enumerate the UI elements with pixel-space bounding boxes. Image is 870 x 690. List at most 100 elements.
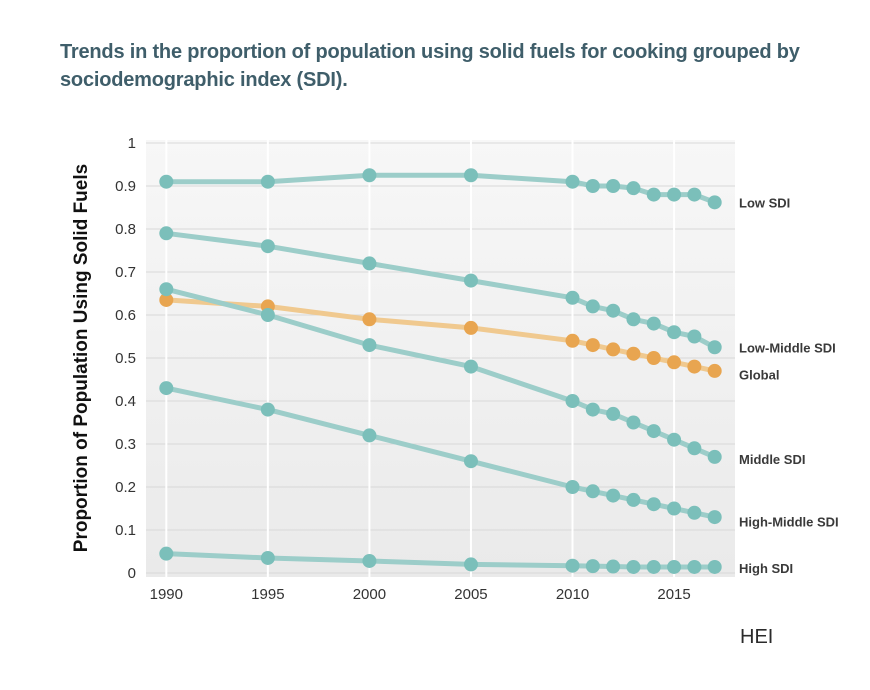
data-point-global xyxy=(565,333,580,348)
x-tick-label: 2000 xyxy=(353,586,386,603)
data-point-middle-sdi xyxy=(463,359,478,374)
data-point-low-sdi xyxy=(626,181,641,196)
data-point-low-sdi xyxy=(463,168,478,183)
data-point-global xyxy=(463,320,478,335)
data-point-global xyxy=(646,351,661,365)
chart-title: Trends in the proportion of population u… xyxy=(60,41,800,91)
data-point-high-middle-sdi xyxy=(463,454,478,469)
axes: 0 0.1 0.2 0.3 0.4 0.5 0.6 0.7 0.8 0.9 1 1990 1995 200… xyxy=(115,135,691,603)
data-point-global xyxy=(707,363,722,378)
data-point-low-middle-sdi xyxy=(159,226,174,241)
data-point-high-sdi xyxy=(646,559,661,574)
series-label-low-sdi: Low SDI xyxy=(739,195,790,210)
y-tick-label: 0.8 xyxy=(115,221,136,238)
x-tick-label: 1990 xyxy=(150,586,183,603)
data-point-high-middle-sdi xyxy=(565,480,580,494)
data-point-low-sdi xyxy=(362,168,377,183)
data-point-global xyxy=(667,355,682,370)
data-point-low-middle-sdi xyxy=(667,325,682,340)
data-point-global xyxy=(626,346,641,361)
data-point-high-middle-sdi xyxy=(646,497,661,512)
data-point-middle-sdi xyxy=(646,424,661,439)
y-tick-label: 0.1 xyxy=(115,522,136,539)
series-labels: Low SDI Low-Middle SDI Global Middle SDI Hig… xyxy=(739,195,839,576)
data-point-high-middle-sdi xyxy=(687,505,702,520)
data-point-low-middle-sdi xyxy=(260,239,275,254)
data-point-low-middle-sdi xyxy=(687,329,702,344)
data-point-middle-sdi xyxy=(585,402,600,417)
x-tick-label: 1995 xyxy=(251,586,284,603)
data-point-low-middle-sdi xyxy=(362,256,377,271)
data-point-global xyxy=(585,338,600,353)
data-point-middle-sdi xyxy=(626,415,641,430)
data-point-global xyxy=(362,312,377,327)
data-point-middle-sdi xyxy=(260,308,275,322)
data-point-global xyxy=(606,342,621,357)
data-point-global xyxy=(159,292,174,307)
data-point-high-sdi xyxy=(260,550,275,565)
series-label-middle-sdi: Middle SDI xyxy=(739,452,805,467)
y-tick-label: 0.4 xyxy=(115,393,136,410)
y-tick-label: 0.2 xyxy=(115,479,136,496)
y-axis-label: Proportion of Population Using Solid Fue… xyxy=(71,164,92,552)
data-point-low-sdi xyxy=(646,187,661,202)
data-point-high-sdi xyxy=(626,559,641,574)
data-point-high-sdi xyxy=(362,553,377,568)
data-point-high-middle-sdi xyxy=(667,501,682,516)
source-credit: HEI xyxy=(740,626,774,648)
data-point-low-middle-sdi xyxy=(585,299,600,314)
data-point-middle-sdi xyxy=(606,406,621,421)
data-point-low-sdi xyxy=(707,195,722,210)
data-point-low-sdi xyxy=(585,179,600,193)
series-points xyxy=(159,168,722,574)
data-point-middle-sdi xyxy=(707,449,722,464)
data-point-low-middle-sdi xyxy=(463,273,478,288)
series-label-global: Global xyxy=(739,367,779,382)
data-point-high-middle-sdi xyxy=(260,402,275,417)
data-point-low-sdi xyxy=(260,174,275,189)
series-label-high-middle-sdi: High-Middle SDI xyxy=(739,514,839,529)
data-point-high-sdi xyxy=(463,557,478,572)
data-point-high-sdi xyxy=(565,558,580,573)
data-point-high-sdi xyxy=(687,559,702,574)
data-point-high-middle-sdi xyxy=(626,492,641,507)
data-point-low-middle-sdi xyxy=(707,340,722,355)
data-point-high-middle-sdi xyxy=(606,488,621,503)
data-point-low-sdi xyxy=(687,187,702,202)
data-point-high-middle-sdi xyxy=(159,381,174,396)
data-point-low-sdi xyxy=(606,179,621,193)
data-point-low-sdi xyxy=(667,187,682,202)
data-point-low-sdi xyxy=(565,174,580,189)
x-tick-label: 2015 xyxy=(657,586,690,603)
data-point-middle-sdi xyxy=(159,282,174,297)
data-point-high-middle-sdi xyxy=(585,484,600,499)
data-point-high-sdi xyxy=(606,559,621,574)
y-tick-label: 0.9 xyxy=(115,178,136,195)
series-label-low-middle-sdi: Low-Middle SDI xyxy=(739,340,836,355)
data-point-middle-sdi xyxy=(565,394,580,408)
y-tick-label: 0 xyxy=(128,565,136,582)
data-point-middle-sdi xyxy=(687,441,702,456)
data-point-low-middle-sdi xyxy=(626,312,641,327)
data-point-middle-sdi xyxy=(667,432,682,447)
data-point-low-middle-sdi xyxy=(646,316,661,331)
data-point-low-middle-sdi xyxy=(565,290,580,305)
data-point-high-sdi xyxy=(667,559,682,574)
data-point-high-sdi xyxy=(585,559,600,574)
data-point-low-middle-sdi xyxy=(606,303,621,318)
y-tick-label: 0.7 xyxy=(115,264,136,281)
data-point-high-sdi xyxy=(159,546,174,561)
x-tick-label: 2010 xyxy=(556,586,589,603)
series-label-high-sdi: High SDI xyxy=(739,561,793,576)
y-tick-label: 0.5 xyxy=(115,350,136,367)
y-tick-label: 0.3 xyxy=(115,436,136,453)
x-tick-label: 2005 xyxy=(454,586,487,603)
data-point-global xyxy=(687,359,702,374)
data-point-high-sdi xyxy=(707,559,722,574)
y-tick-label: 0.6 xyxy=(115,307,136,324)
data-point-low-sdi xyxy=(159,174,174,189)
data-point-high-middle-sdi xyxy=(707,510,722,525)
y-tick-label: 1 xyxy=(128,135,136,152)
data-point-high-middle-sdi xyxy=(362,428,377,443)
